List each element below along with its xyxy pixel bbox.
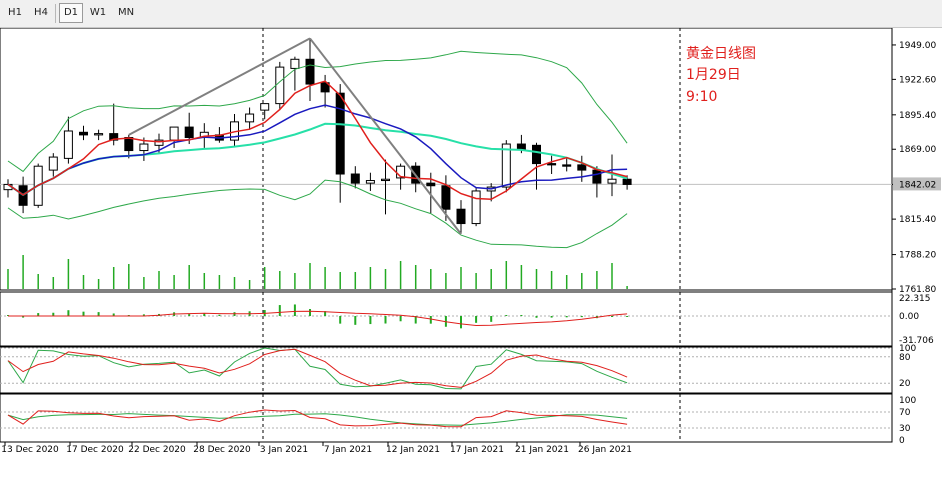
time-tick-label: 22 Dec 2020 [128,445,186,455]
annotation-title: 黄金日线图 [686,45,756,62]
bollinger-lower [7,179,628,249]
indicator-tick-label: 20 [899,379,911,389]
timeframe-mn[interactable]: MN [117,7,135,18]
price-tick-label: 1895.40 [899,111,936,121]
current-price-tag [893,177,941,191]
candle-bear [79,131,88,136]
time-tick-label: 17 Jan 2021 [450,445,504,455]
annotation-date: 1月29日 [686,67,741,83]
price-tick-label: 1922.60 [899,75,936,85]
annotation-time: 9:10 [686,89,717,105]
candle-bull [245,113,255,123]
candle-bear [109,133,119,141]
candle-bear [547,163,557,166]
price-tick-label: 1949.00 [899,41,936,51]
time-tick-label: 13 Dec 2020 [1,445,59,455]
candle-bull [607,178,617,184]
candle-bull [94,133,104,136]
candle-bear [320,82,330,93]
candle-bear [516,143,526,150]
price-tick-label: 1842.02 [899,180,936,190]
candle-bull [154,139,164,146]
candle-bull [381,178,390,182]
candle-bear [350,173,360,184]
candle-bear [532,144,541,165]
candle-bear [441,185,451,210]
candle-bear [124,137,134,152]
candle-bull [471,190,481,225]
indicator-tick-label: 100 [899,344,916,354]
ma-mid [7,104,628,196]
time-tick-label: 21 Jan 2021 [515,445,569,455]
candle-bull [275,66,285,105]
time-tick-label: 26 Jan 2021 [578,445,632,455]
overlays-layer [7,37,629,428]
chart-panes [0,28,893,443]
candle-bear [577,164,587,171]
price-axis: 1949.00 1922.60 1895.40 1869.00 1842.02 1815.… [892,41,941,446]
timeframe-h4[interactable]: H4 [34,7,48,18]
indicator-tick-label: -31.706 [899,336,934,346]
indicator-tick-label: 0 [899,436,905,446]
candle-bull [290,58,300,69]
time-tick-label: 7 Jan 2021 [324,445,372,455]
candle-bear [622,178,632,185]
oscillator-signal [7,348,628,388]
price-chart[interactable]: 1949.00 1922.60 1895.40 1869.00 1842.02 1815.… [0,28,942,484]
time-tick-label: 12 Jan 2021 [386,445,440,455]
chart-background [0,28,942,484]
price-tick-label: 1869.00 [899,145,936,155]
price-tick-label: 1761.80 [899,285,936,295]
indicator-tick-label: 30 [899,424,911,434]
time-tick-label: 3 Jan 2021 [260,445,308,455]
price-tick-label: 1788.20 [899,251,936,261]
indicator-tick-label: 22.315 [899,294,931,304]
time-tick-label: 17 Dec 2020 [66,445,124,455]
candle-bear [305,58,315,85]
time-axis: 13 Dec 2020 17 Dec 2020 22 Dec 2020 28 Dec … [1,442,632,455]
trendline-down [309,37,462,235]
timeframe-w1[interactable]: W1 [89,7,107,18]
candle-bull [139,143,149,152]
candle-bull [260,103,270,111]
toolbar-separator [55,4,56,23]
ma-short [7,80,628,201]
indicator-tick-label: 70 [899,408,911,418]
price-tick-label: 1815.40 [899,215,936,225]
candle-bear [456,208,466,225]
trendline-up [128,37,311,136]
rsi-main [7,409,628,428]
candle-bear [562,164,572,167]
indicator-tick-label: 80 [899,353,911,363]
candle-bull [48,156,58,171]
indicator-tick-label: 0.00 [899,312,919,322]
candle-bull [169,126,179,141]
timeframe-d1[interactable]: D1 [59,3,83,23]
candle-bull [365,180,375,184]
rsi-signal [7,413,628,426]
timeframe-toolbar: H1 H4 D1 W1 MN [0,0,942,28]
candle-bear [592,169,602,184]
candle-bull [501,143,511,188]
bollinger-upper [7,50,628,173]
signal-line [8,310,628,327]
indicator-tick-label: 100 [899,396,916,406]
time-tick-label: 28 Dec 2020 [193,445,251,455]
candle-bear [426,182,436,187]
timeframe-h1[interactable]: H1 [8,7,22,18]
candle-bull [63,130,73,159]
candle-bear [184,126,194,139]
candle-bear [335,92,345,175]
